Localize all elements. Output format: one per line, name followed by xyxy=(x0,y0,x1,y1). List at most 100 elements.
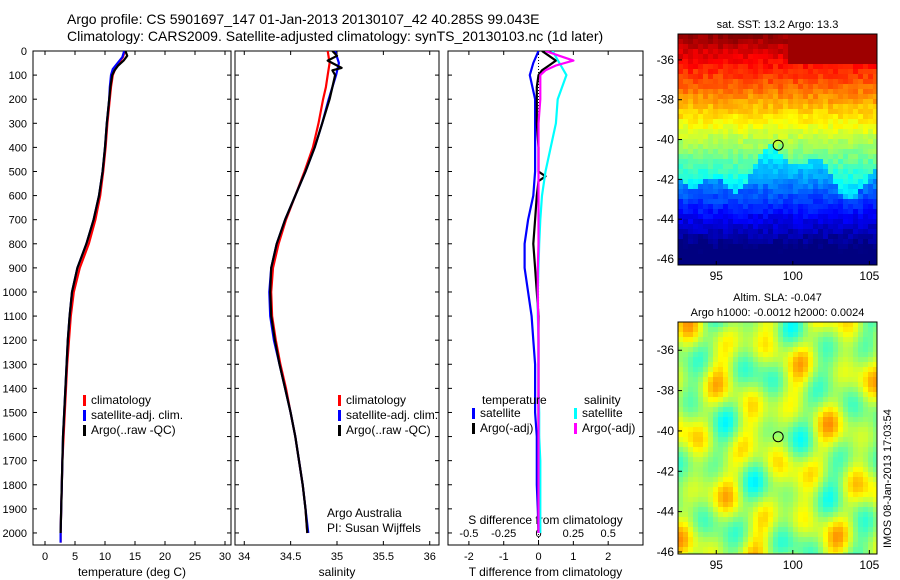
diff-salinity-legend-swatch xyxy=(574,408,577,419)
sla_map-cell xyxy=(703,487,709,493)
sst_map-cell xyxy=(863,154,869,160)
sst_map-cell xyxy=(858,194,864,200)
sst_map-cell xyxy=(763,84,769,90)
sla_map-cell xyxy=(718,387,724,393)
sst_map-cell xyxy=(763,44,769,50)
sla_map-cell xyxy=(758,337,764,343)
sst_map-cell xyxy=(818,139,824,145)
sst_map-cell xyxy=(743,239,749,245)
sla_map-cell xyxy=(698,477,704,483)
sla_map-cell xyxy=(873,347,878,353)
sst_map-cell xyxy=(773,94,779,100)
sst_map-cell xyxy=(703,199,709,205)
panel-salinity: 34 34.5 35 35.5 36salinityclimatologysatelli… xyxy=(234,50,440,579)
sst_map-cell xyxy=(768,89,774,95)
sla_map-cell xyxy=(748,392,754,398)
diff-legend-title-temperature: temperature xyxy=(482,393,547,407)
sst_map-cell xyxy=(703,34,709,40)
sla_map-cell xyxy=(803,377,809,383)
sla_map-cell xyxy=(738,367,744,373)
sst_map-cell xyxy=(678,199,684,205)
sst_map-cell xyxy=(713,159,719,165)
sst_map-cell xyxy=(718,94,724,100)
sst_map-cell xyxy=(703,99,709,105)
sst_map-cell xyxy=(693,64,699,70)
sla_map-cell xyxy=(743,522,749,528)
sst_map-cell xyxy=(783,129,789,135)
sla_map-cell xyxy=(823,402,829,408)
sst_map-cell xyxy=(848,34,854,40)
sst_map-cell xyxy=(743,244,749,250)
sla_map-cell xyxy=(863,417,869,423)
sst_map-cell xyxy=(713,194,719,200)
sst_map-cell xyxy=(743,209,749,215)
sla_map-cell xyxy=(713,357,719,363)
sla_map-cell xyxy=(853,352,859,358)
sla_map-cell xyxy=(778,552,784,555)
sla_map-cell xyxy=(773,447,779,453)
sla_map-cell xyxy=(823,462,829,468)
sst_map-cell xyxy=(758,34,764,40)
sla_map-cell xyxy=(793,417,799,423)
sla_map-cell xyxy=(758,407,764,413)
sst_map-cell xyxy=(843,259,849,265)
sla_map-cell xyxy=(828,337,834,343)
sla_map-cell xyxy=(768,427,774,433)
sla_map-cell xyxy=(688,407,694,413)
sla_map-cell xyxy=(783,422,789,428)
sst_map-cell xyxy=(718,69,724,75)
sla_map-cell xyxy=(863,472,869,478)
sst_map-cell xyxy=(698,184,704,190)
sla_map-cell xyxy=(823,367,829,373)
sst_map-cell xyxy=(738,209,744,215)
sst_map-cell xyxy=(703,184,709,190)
sla_map-cell xyxy=(708,437,714,443)
sla_map-cell xyxy=(693,517,699,523)
sla_map-cell xyxy=(678,537,684,543)
sla_map-cell xyxy=(838,417,844,423)
sla_map-cell xyxy=(723,512,729,518)
sla_map-cell xyxy=(778,447,784,453)
sst_map-cell xyxy=(863,39,869,45)
sst_map-cell xyxy=(708,94,714,100)
sst_map-cell xyxy=(718,99,724,105)
sla_map-cell xyxy=(758,342,764,348)
sst_map-cell xyxy=(728,149,734,155)
sla_map-cell xyxy=(753,517,759,523)
sst_map-cell xyxy=(708,159,714,165)
sst_map-cell xyxy=(823,104,829,110)
sla_map-cell xyxy=(693,337,699,343)
sla_map-cell xyxy=(758,537,764,543)
sst_map-cell xyxy=(848,224,854,230)
sla_map-cell xyxy=(723,402,729,408)
sst_map-cell xyxy=(813,34,819,40)
sla_map-cell xyxy=(803,547,809,553)
sst_map-cell xyxy=(728,119,734,125)
depth-tick-label: 1100 xyxy=(3,311,27,323)
sla_map-cell xyxy=(868,372,874,378)
sla_map-cell xyxy=(863,462,869,468)
sst_map-cell xyxy=(758,54,764,60)
sst_map-cell xyxy=(718,139,724,145)
sla_map-cell xyxy=(683,417,689,423)
sst_map-cell xyxy=(863,189,869,195)
sla_map-cell xyxy=(708,322,714,328)
sst_map-cell xyxy=(678,134,684,140)
sla_map-cell xyxy=(783,407,789,413)
sst_map-cell xyxy=(773,214,779,220)
sla_map-cell xyxy=(753,507,759,513)
differences-xtick-label: 1 xyxy=(570,551,576,563)
sst_map-cell xyxy=(738,94,744,100)
sla_map-cell xyxy=(758,427,764,433)
sst_map-cell xyxy=(738,224,744,230)
sla_map-cell xyxy=(848,437,854,443)
sst_map-cell xyxy=(768,179,774,185)
sst_map-cell xyxy=(688,254,694,260)
sla_map-cell xyxy=(733,357,739,363)
sst_map-cell xyxy=(698,249,704,255)
sla_map-cell xyxy=(718,512,724,518)
sla_map-cell xyxy=(833,347,839,353)
sla_map-cell xyxy=(763,502,769,508)
sst_map-cell xyxy=(773,149,779,155)
sla_map-cell xyxy=(723,322,729,328)
